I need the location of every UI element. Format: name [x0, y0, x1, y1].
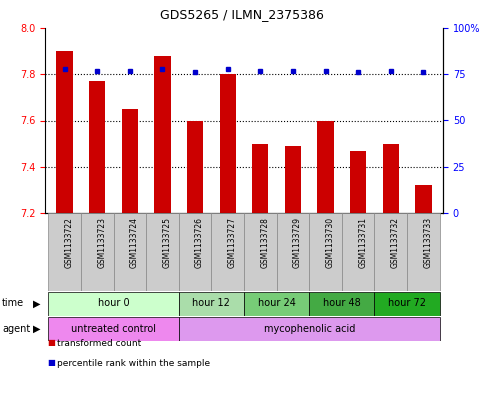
Bar: [48, 292, 179, 316]
Bar: [309, 213, 342, 291]
Bar: [317, 121, 334, 213]
Text: GSM1133725: GSM1133725: [162, 217, 171, 268]
Text: transformed count: transformed count: [57, 338, 141, 347]
Text: GSM1133732: GSM1133732: [391, 217, 400, 268]
Bar: [244, 292, 309, 316]
Bar: [57, 51, 73, 213]
Bar: [146, 213, 179, 291]
Bar: [374, 292, 440, 316]
Bar: [122, 109, 138, 213]
Bar: [252, 143, 269, 213]
Bar: [244, 213, 277, 291]
Text: GSM1133728: GSM1133728: [260, 217, 270, 268]
Text: ■: ■: [47, 358, 55, 367]
Text: mycophenolic acid: mycophenolic acid: [264, 323, 355, 334]
Text: GSM1133726: GSM1133726: [195, 217, 204, 268]
Text: hour 24: hour 24: [258, 299, 296, 309]
Bar: [415, 185, 432, 213]
Text: hour 48: hour 48: [323, 299, 361, 309]
Text: GSM1133727: GSM1133727: [227, 217, 237, 268]
Bar: [187, 121, 203, 213]
Text: ▶: ▶: [33, 299, 41, 309]
Text: hour 0: hour 0: [98, 299, 129, 309]
Bar: [342, 213, 374, 291]
Bar: [179, 316, 440, 340]
Text: hour 72: hour 72: [388, 299, 426, 309]
Bar: [277, 213, 309, 291]
Bar: [81, 213, 114, 291]
Text: GSM1133723: GSM1133723: [97, 217, 106, 268]
Bar: [154, 56, 170, 213]
Text: GSM1133724: GSM1133724: [130, 217, 139, 268]
Text: hour 12: hour 12: [192, 299, 230, 309]
Text: untreated control: untreated control: [71, 323, 156, 334]
Text: ■: ■: [47, 338, 55, 347]
Bar: [350, 151, 366, 213]
Text: time: time: [2, 299, 24, 309]
Bar: [220, 74, 236, 213]
Bar: [285, 146, 301, 213]
Text: GDS5265 / ILMN_2375386: GDS5265 / ILMN_2375386: [159, 8, 324, 21]
Text: GSM1133729: GSM1133729: [293, 217, 302, 268]
Bar: [407, 213, 440, 291]
Text: GSM1133733: GSM1133733: [424, 217, 432, 268]
Bar: [48, 316, 179, 340]
Bar: [89, 81, 105, 213]
Bar: [212, 213, 244, 291]
Bar: [179, 292, 244, 316]
Bar: [179, 213, 212, 291]
Text: GSM1133722: GSM1133722: [65, 217, 73, 268]
Text: percentile rank within the sample: percentile rank within the sample: [57, 358, 210, 367]
Text: GSM1133731: GSM1133731: [358, 217, 367, 268]
Text: agent: agent: [2, 323, 30, 334]
Bar: [309, 292, 374, 316]
Bar: [48, 213, 81, 291]
Text: GSM1133730: GSM1133730: [326, 217, 335, 268]
Bar: [114, 213, 146, 291]
Bar: [383, 143, 399, 213]
Bar: [374, 213, 407, 291]
Text: ▶: ▶: [33, 323, 41, 334]
